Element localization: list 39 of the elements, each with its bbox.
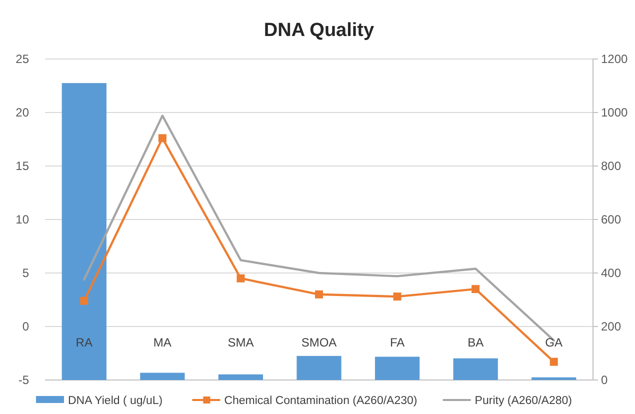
- bar: [374, 356, 420, 380]
- legend-label: Chemical Contamination (A260/A230): [224, 395, 418, 407]
- point: [158, 134, 166, 142]
- y-tick-label: 0: [22, 320, 30, 334]
- point: [236, 274, 245, 282]
- point: [393, 292, 402, 301]
- y-tick-label: 25: [16, 52, 30, 66]
- bar: [62, 83, 106, 380]
- y2-tick-label: 1200: [601, 52, 628, 66]
- x-tick-label: RA: [76, 336, 92, 350]
- bar: [296, 356, 342, 380]
- x-tick-label: FA: [390, 336, 405, 350]
- y2-tick-label: 1000: [601, 106, 628, 120]
- point: [472, 285, 480, 294]
- y-tick-label: 20: [16, 106, 30, 120]
- y2-tick-label: 200: [601, 320, 622, 334]
- y-tick-label: 5: [22, 266, 30, 280]
- bar: [218, 374, 264, 380]
- y-tick-label: 10: [16, 212, 30, 226]
- x-tick-label: BA: [468, 336, 484, 350]
- legend-label: DNA Yield ( ug/uL): [68, 395, 163, 407]
- bar: [140, 372, 185, 380]
- x-tick-label: SMOA: [301, 336, 337, 350]
- y-tick-label: -5: [18, 373, 30, 387]
- bar: [532, 377, 576, 380]
- point: [550, 358, 558, 366]
- y2-tick-label: 800: [601, 159, 622, 173]
- y2-tick-label: 600: [601, 212, 622, 226]
- y-tick-label: 15: [16, 159, 30, 173]
- chart-title: DNA Quality: [264, 20, 375, 41]
- x-tick-label: MA: [153, 336, 172, 350]
- point: [315, 290, 323, 298]
- point: [80, 296, 88, 305]
- bar: [453, 358, 498, 380]
- y2-tick-label: 0: [601, 373, 608, 387]
- legend-label: Purity (A260/A280): [474, 395, 572, 407]
- y2-tick-label: 400: [601, 266, 622, 280]
- x-tick-label: GA: [545, 336, 563, 350]
- x-tick-label: SMA: [228, 336, 254, 350]
